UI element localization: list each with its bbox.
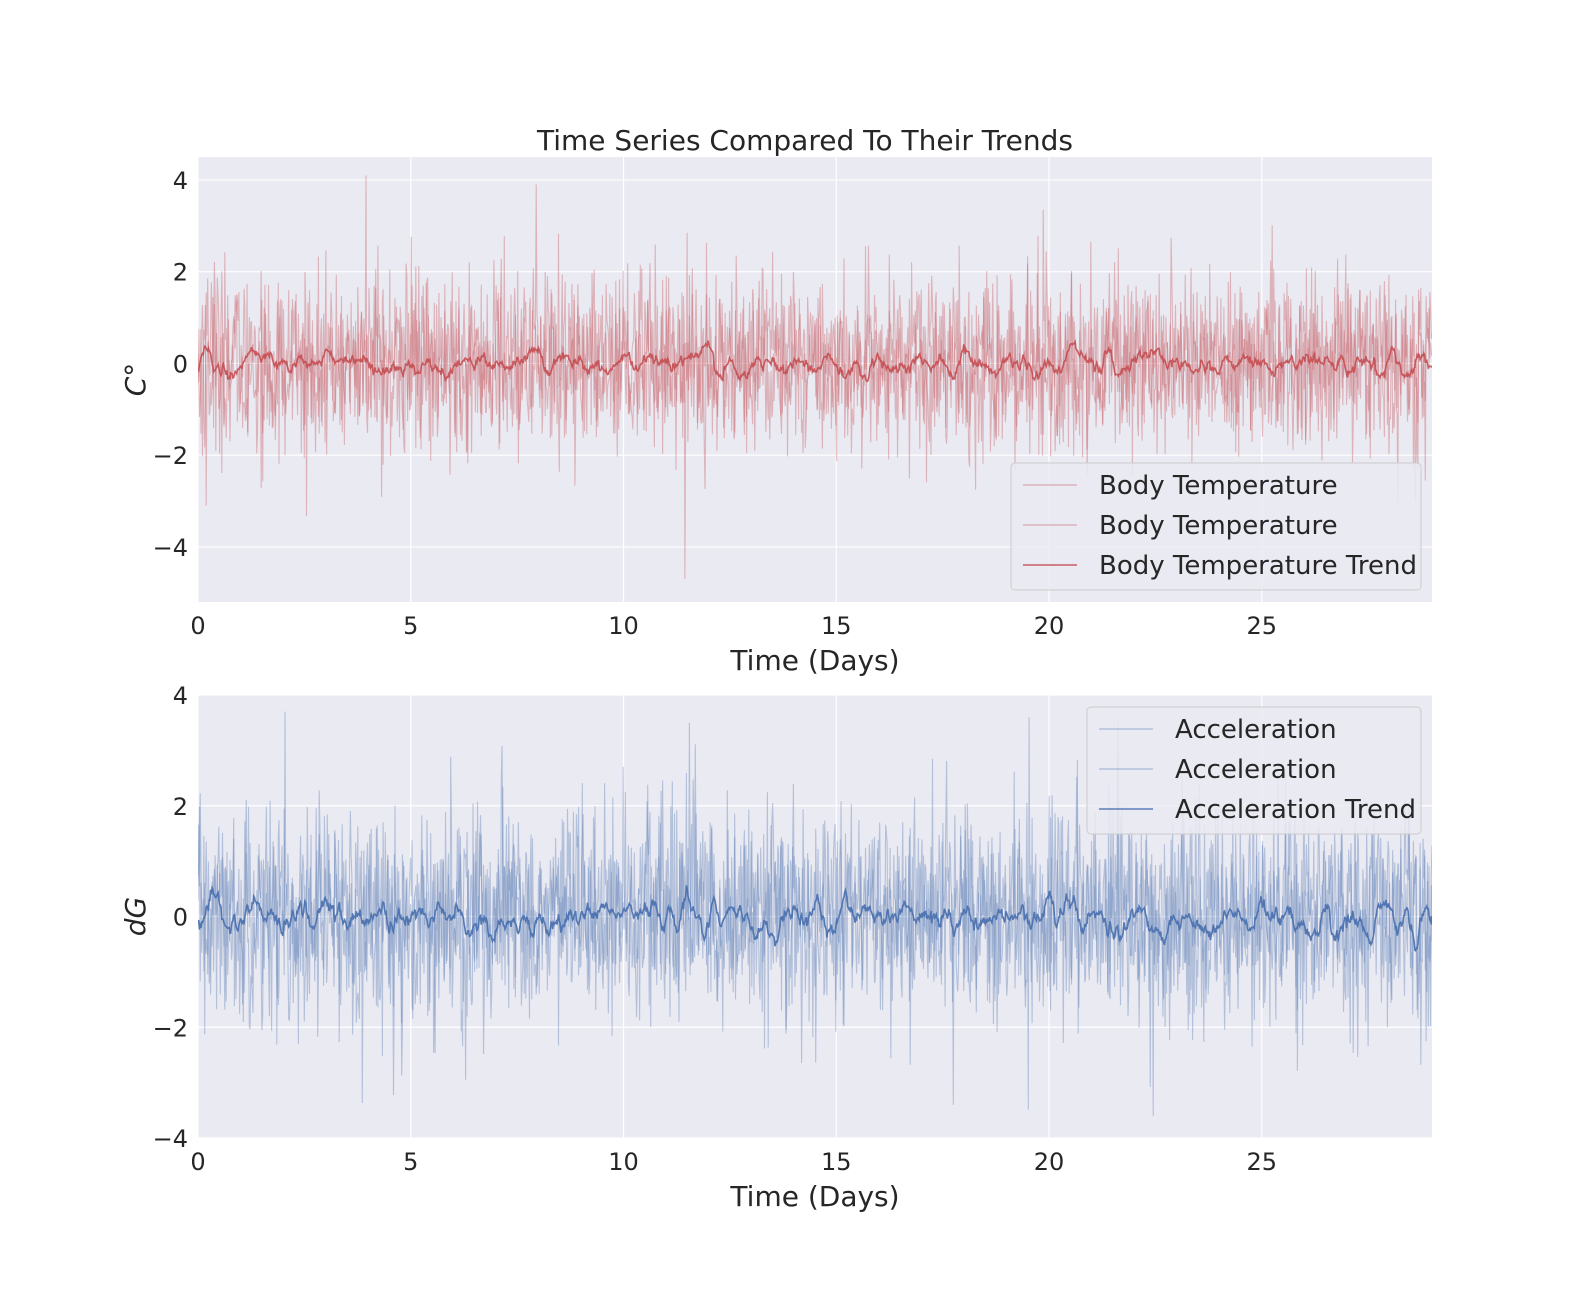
y-tick-label: 2 (173, 793, 188, 821)
x-tick-label: 0 (190, 1148, 205, 1176)
x-tick-label: 25 (1247, 612, 1278, 640)
x-axis-label: Time (Days) (729, 644, 899, 677)
x-tick-label: 15 (821, 612, 852, 640)
x-tick-label: 25 (1247, 1148, 1278, 1176)
x-axis-label: Time (Days) (729, 1180, 899, 1213)
y-tick-label: −2 (153, 1014, 188, 1042)
y-tick-label: 4 (173, 682, 188, 710)
y-tick-label: 0 (173, 350, 188, 378)
raw-line-0 (198, 711, 1432, 1116)
raw-line-1 (198, 745, 1432, 1096)
x-tick-label: 20 (1034, 1148, 1065, 1176)
y-axis-label: dG (119, 897, 152, 936)
legend-box (1010, 462, 1422, 591)
legend-label: Body Temperature (1099, 511, 1338, 541)
y-tick-label: −2 (153, 442, 188, 470)
x-tick-label: 0 (190, 612, 205, 640)
top-plot-temperature: 0 5 10 15 20 25 −4 −2 0 2 4 Time (Days) C° Body Tempe… (119, 157, 1432, 677)
x-tick-label: 10 (608, 1148, 639, 1176)
legend-label: Acceleration Trend (1175, 795, 1416, 825)
x-tick-label: 15 (821, 1148, 852, 1176)
raw-line-1 (198, 209, 1432, 502)
x-tick-label: 5 (403, 1148, 418, 1176)
figure-title: Time Series Compared To Their Trends (536, 124, 1073, 157)
bottom-plot-acceleration: 0 5 10 15 20 25 −4 −2 0 2 4 Time (Days) dG Accelerati… (119, 682, 1432, 1213)
legend: Acceleration Acceleration Acceleration Tre… (1086, 706, 1422, 835)
legend-label: Body Temperature Trend (1099, 551, 1417, 581)
trend-line-2 (198, 885, 1432, 952)
x-tick-label: 20 (1034, 612, 1065, 640)
y-tick-label: 4 (173, 167, 188, 195)
legend-box (1086, 706, 1422, 835)
y-axis-label: C° (119, 363, 152, 397)
legend-label: Acceleration (1175, 715, 1337, 745)
y-tick-label: 0 (173, 904, 188, 932)
trend-line-2 (198, 339, 1432, 383)
legend: Body Temperature Body Temperature Body Tem… (1010, 462, 1422, 591)
raw-line-0 (198, 175, 1432, 580)
y-tick-label: −4 (153, 534, 188, 562)
x-tick-label: 10 (608, 612, 639, 640)
y-tick-label: −4 (153, 1125, 188, 1153)
y-tick-label: 2 (173, 259, 188, 287)
legend-label: Acceleration (1175, 755, 1337, 785)
x-tick-label: 5 (403, 612, 418, 640)
legend-label: Body Temperature (1099, 471, 1338, 501)
